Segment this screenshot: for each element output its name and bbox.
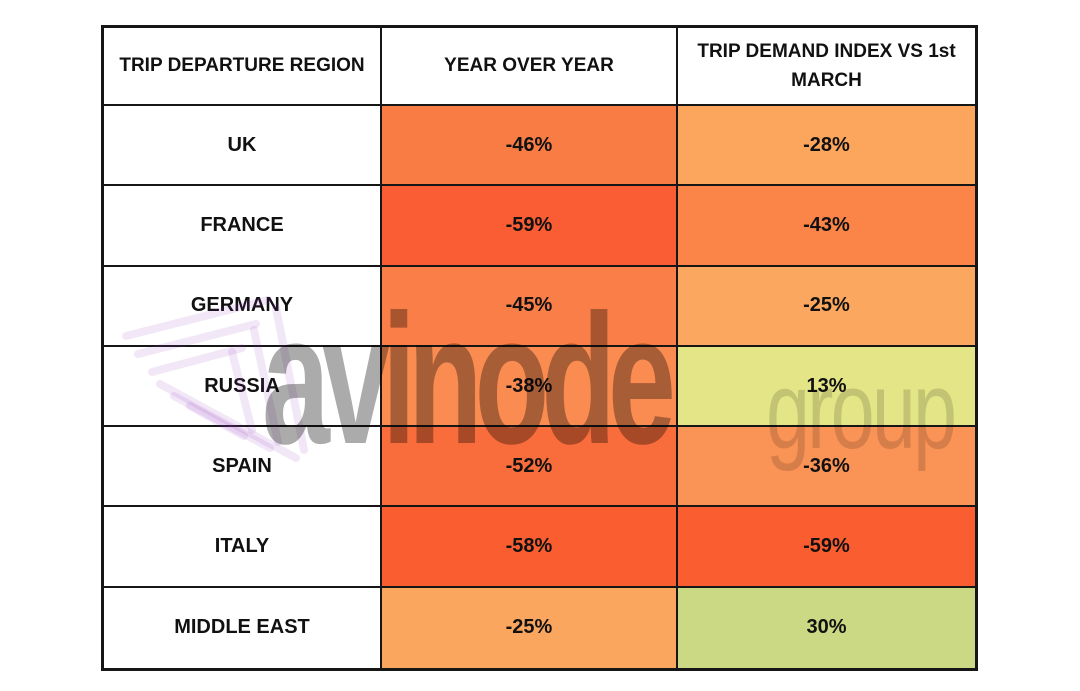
trip-demand-table: TRIP DEPARTURE REGION YEAR OVER YEAR TRI… xyxy=(101,25,978,671)
region-cell: FRANCE xyxy=(104,186,382,267)
tdi-cell: -25% xyxy=(678,266,975,347)
yoy-cell: -25% xyxy=(382,587,678,668)
yoy-cell: -38% xyxy=(382,346,678,428)
tdi-cell: -36% xyxy=(678,427,975,508)
tdi-cell: -28% xyxy=(678,106,975,187)
column-header-region: TRIP DEPARTURE REGION xyxy=(104,28,382,107)
column-header-yoy: YEAR OVER YEAR xyxy=(382,28,678,107)
region-cell: GERMANY xyxy=(104,266,382,347)
yoy-cell: -59% xyxy=(382,186,678,267)
region-cell: ITALY xyxy=(104,507,382,588)
region-cell: SPAIN xyxy=(104,427,382,508)
tdi-cell: 30% xyxy=(678,587,975,668)
yoy-cell: -46% xyxy=(382,106,678,187)
tdi-cell: -43% xyxy=(678,186,975,267)
yoy-cell: -45% xyxy=(382,266,678,347)
region-cell: UK xyxy=(104,106,382,187)
tdi-cell: 13% xyxy=(678,346,975,428)
region-cell: MIDDLE EAST xyxy=(104,587,382,668)
tdi-cell: -59% xyxy=(678,507,975,588)
yoy-cell: -52% xyxy=(382,427,678,508)
region-cell: RUSSIA xyxy=(104,346,382,428)
column-header-tdi: TRIP DEMAND INDEX VS 1st MARCH xyxy=(678,28,975,107)
yoy-cell: -58% xyxy=(382,507,678,588)
